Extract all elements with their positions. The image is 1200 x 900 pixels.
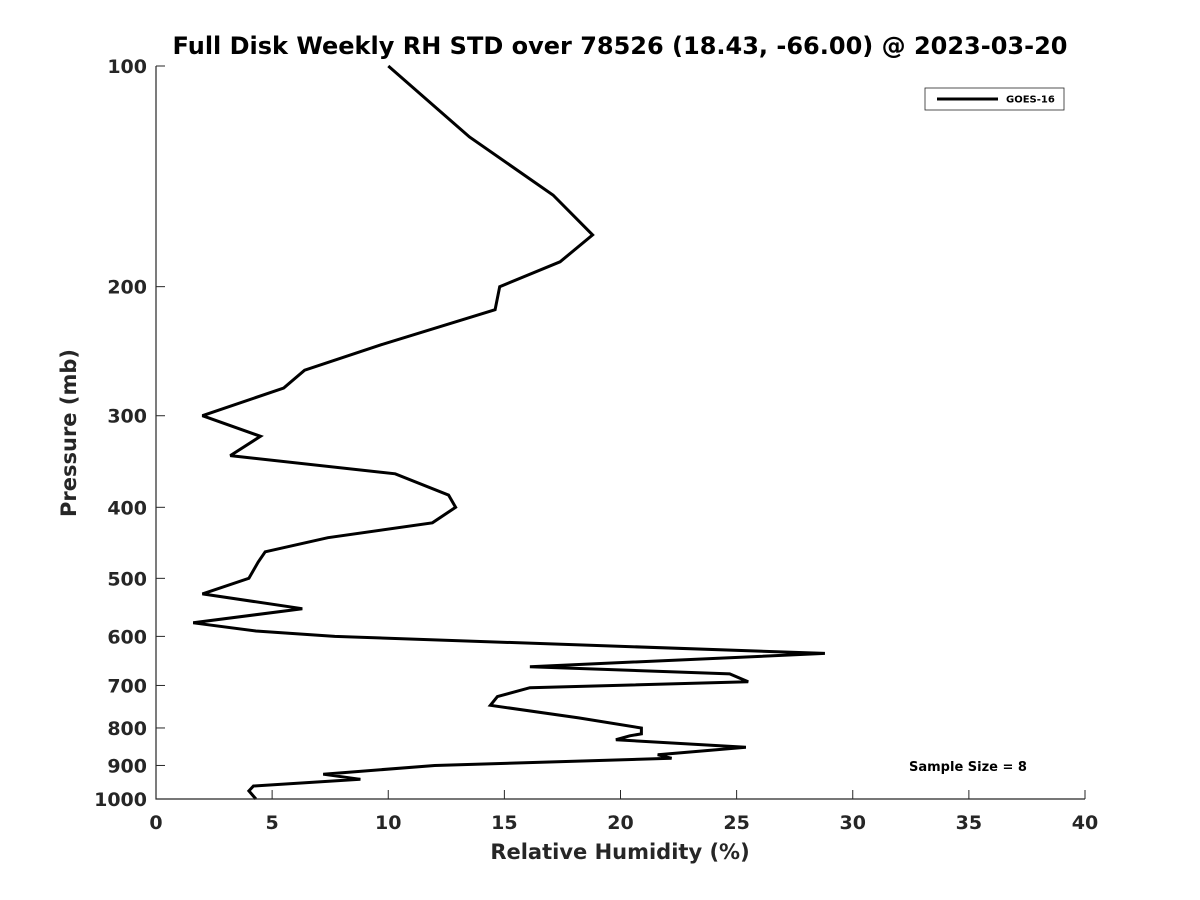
y-tick-label: 500 <box>107 568 147 590</box>
axes-frame <box>155 66 1085 800</box>
x-tick-label: 5 <box>266 812 279 834</box>
x-tick-label: 15 <box>491 812 517 834</box>
x-tick-label: 0 <box>149 812 162 834</box>
x-tick-label: 40 <box>1072 812 1098 834</box>
y-tick-label: 800 <box>107 718 147 740</box>
y-tick-label: 700 <box>107 675 147 697</box>
y-tick-label: 200 <box>107 277 147 299</box>
y-tick-label: 100 <box>107 56 147 78</box>
series-layer <box>193 64 825 800</box>
x-tick-label: 20 <box>607 812 633 834</box>
legend: GOES-16 <box>924 87 1065 111</box>
legend-label-goes-16: GOES-16 <box>1006 95 1055 106</box>
x-tick-label: 30 <box>840 812 866 834</box>
sample-size-annotation: Sample Size = 8 <box>909 760 1027 775</box>
series-line-goes-16 <box>193 64 825 800</box>
y-tick-label: 1000 <box>94 789 147 811</box>
x-axis-label: Relative Humidity (%) <box>490 840 749 864</box>
y-tick-label: 400 <box>107 497 147 519</box>
x-axis-ticks: 0 5 10 15 20 25 30 35 40 <box>149 790 1098 834</box>
y-axis-label: Pressure (mb) <box>57 349 81 517</box>
x-tick-label: 10 <box>375 812 401 834</box>
y-tick-label: 600 <box>107 626 147 648</box>
y-tick-label: 300 <box>107 406 147 428</box>
x-tick-label: 25 <box>723 812 749 834</box>
x-tick-label: 35 <box>956 812 982 834</box>
y-axis-ticks: 100 200 300 400 500 600 700 800 900 1000 <box>94 56 165 811</box>
y-tick-label: 900 <box>107 755 147 777</box>
chart-title: Full Disk Weekly RH STD over 78526 (18.4… <box>173 32 1068 60</box>
